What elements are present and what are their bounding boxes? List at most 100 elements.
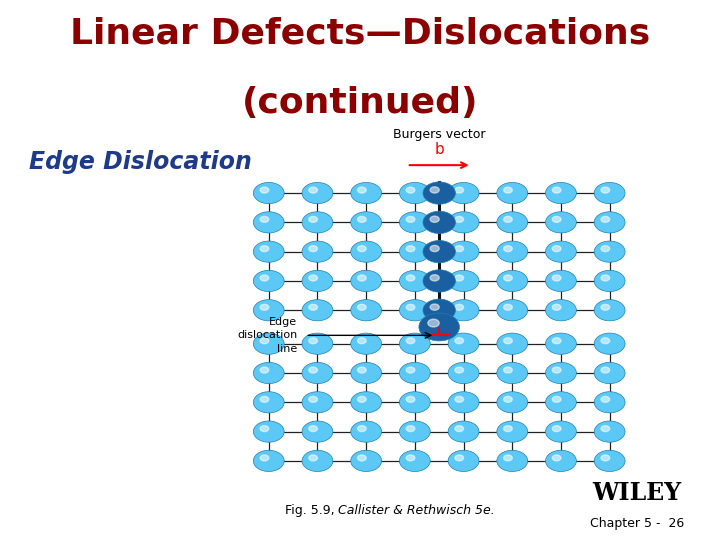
Circle shape [302,392,333,413]
Circle shape [351,450,382,471]
Circle shape [400,271,431,292]
Circle shape [448,300,479,321]
Circle shape [497,271,528,292]
Circle shape [253,271,284,292]
Circle shape [260,396,269,402]
Circle shape [309,217,318,222]
Circle shape [455,305,464,310]
Circle shape [351,362,382,383]
Circle shape [503,367,512,373]
Text: Burgers vector: Burgers vector [393,129,485,141]
Circle shape [253,183,284,204]
Circle shape [497,183,528,204]
Circle shape [253,300,284,321]
Circle shape [302,362,333,383]
Circle shape [497,392,528,413]
Circle shape [428,319,439,327]
Circle shape [546,450,577,471]
Circle shape [358,275,366,281]
Circle shape [497,212,528,233]
Circle shape [448,392,479,413]
Circle shape [546,183,577,204]
Circle shape [448,333,479,354]
Text: Linear Defects—Dislocations: Linear Defects—Dislocations [70,16,650,50]
Circle shape [503,426,512,431]
Circle shape [260,455,269,461]
Circle shape [302,333,333,354]
Circle shape [351,271,382,292]
Circle shape [260,338,269,344]
Circle shape [260,275,269,281]
Circle shape [406,305,415,310]
Circle shape [546,241,577,262]
Circle shape [351,421,382,442]
Circle shape [260,305,269,310]
Circle shape [260,187,269,193]
Circle shape [400,333,431,354]
Circle shape [601,217,610,222]
Circle shape [260,246,269,252]
Circle shape [552,426,561,431]
Circle shape [406,455,415,461]
Circle shape [448,362,479,383]
Circle shape [351,392,382,413]
Circle shape [309,367,318,373]
Circle shape [430,216,439,222]
Circle shape [497,362,528,383]
Circle shape [309,455,318,461]
Text: Fig. 5.9,: Fig. 5.9, [285,504,338,517]
Circle shape [406,275,415,281]
Circle shape [423,299,456,321]
Circle shape [358,338,366,344]
Circle shape [309,246,318,252]
Circle shape [448,212,479,233]
Circle shape [406,246,415,252]
Circle shape [406,187,415,193]
Circle shape [594,450,625,471]
Circle shape [552,187,561,193]
Circle shape [497,333,528,354]
Circle shape [601,455,610,461]
Circle shape [430,187,439,193]
Text: WILEY: WILEY [593,481,682,505]
Circle shape [351,183,382,204]
Circle shape [358,455,366,461]
Circle shape [358,426,366,431]
Circle shape [253,241,284,262]
Circle shape [594,212,625,233]
Circle shape [594,271,625,292]
Circle shape [260,426,269,431]
Circle shape [448,450,479,471]
Circle shape [552,338,561,344]
Circle shape [253,450,284,471]
Circle shape [552,455,561,461]
Circle shape [309,275,318,281]
Circle shape [351,300,382,321]
Circle shape [503,217,512,222]
Circle shape [430,245,439,252]
Circle shape [302,241,333,262]
Circle shape [455,367,464,373]
Circle shape [601,426,610,431]
Circle shape [351,212,382,233]
Circle shape [302,212,333,233]
Circle shape [253,333,284,354]
Circle shape [406,217,415,222]
Circle shape [503,396,512,402]
Circle shape [400,241,431,262]
Text: Edge Dislocation: Edge Dislocation [29,150,252,174]
Circle shape [546,271,577,292]
Circle shape [400,183,431,204]
Circle shape [253,421,284,442]
Circle shape [302,450,333,471]
Circle shape [302,271,333,292]
Circle shape [594,392,625,413]
Circle shape [546,212,577,233]
Circle shape [497,421,528,442]
Circle shape [601,396,610,402]
Text: Chapter 5 -  26: Chapter 5 - 26 [590,517,684,530]
Circle shape [448,241,479,262]
Circle shape [406,338,415,344]
Circle shape [358,367,366,373]
Circle shape [406,367,415,373]
